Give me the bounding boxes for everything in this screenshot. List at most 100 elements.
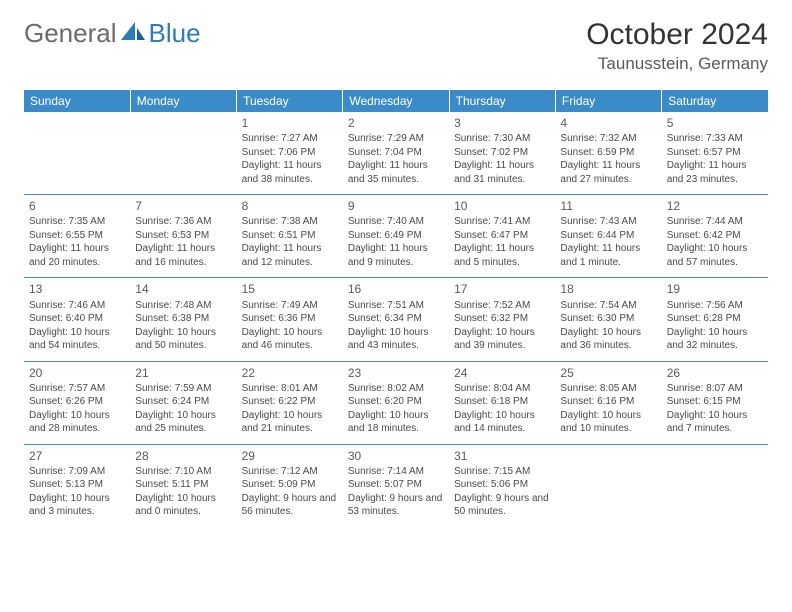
daylight-line: Daylight: 10 hours and 3 minutes. [29,492,125,519]
daylight-line: Daylight: 10 hours and 21 minutes. [242,409,338,436]
day-number: 13 [29,281,125,297]
sunrise-line: Sunrise: 8:02 AM [348,382,444,396]
day-number: 16 [348,281,444,297]
sunrise-line: Sunrise: 7:56 AM [667,299,763,313]
sunrise-line: Sunrise: 7:30 AM [454,132,550,146]
daylight-line: Daylight: 11 hours and 23 minutes. [667,159,763,186]
day-cell: 22Sunrise: 8:01 AMSunset: 6:22 PMDayligh… [237,361,343,444]
day-cell: 8Sunrise: 7:38 AMSunset: 6:51 PMDaylight… [237,195,343,278]
week-row: 1Sunrise: 7:27 AMSunset: 7:06 PMDaylight… [24,112,768,195]
daylight-line: Daylight: 10 hours and 18 minutes. [348,409,444,436]
sunrise-line: Sunrise: 7:10 AM [135,465,231,479]
daylight-line: Daylight: 10 hours and 10 minutes. [560,409,656,436]
day-cell: 25Sunrise: 8:05 AMSunset: 6:16 PMDayligh… [555,361,661,444]
daylight-line: Daylight: 10 hours and 25 minutes. [135,409,231,436]
day-cell: 12Sunrise: 7:44 AMSunset: 6:42 PMDayligh… [662,195,768,278]
day-cell: 9Sunrise: 7:40 AMSunset: 6:49 PMDaylight… [343,195,449,278]
sunset-line: Sunset: 7:04 PM [348,146,444,160]
day-cell: 20Sunrise: 7:57 AMSunset: 6:26 PMDayligh… [24,361,130,444]
empty-cell [130,112,236,195]
daylight-line: Daylight: 10 hours and 7 minutes. [667,409,763,436]
sunset-line: Sunset: 6:44 PM [560,229,656,243]
day-cell: 1Sunrise: 7:27 AMSunset: 7:06 PMDaylight… [237,112,343,195]
sunset-line: Sunset: 6:18 PM [454,395,550,409]
brand-sail-icon [121,20,147,47]
sunrise-line: Sunrise: 7:46 AM [29,299,125,313]
sunrise-line: Sunrise: 7:49 AM [242,299,338,313]
brand-logo: General Blue [24,18,201,49]
day-cell: 5Sunrise: 7:33 AMSunset: 6:57 PMDaylight… [662,112,768,195]
day-number: 10 [454,198,550,214]
calendar-body: 1Sunrise: 7:27 AMSunset: 7:06 PMDaylight… [24,112,768,527]
sunrise-line: Sunrise: 7:29 AM [348,132,444,146]
daylight-line: Daylight: 11 hours and 35 minutes. [348,159,444,186]
sunset-line: Sunset: 5:07 PM [348,478,444,492]
daylight-line: Daylight: 11 hours and 31 minutes. [454,159,550,186]
daylight-line: Daylight: 10 hours and 14 minutes. [454,409,550,436]
day-number: 4 [560,115,656,131]
day-cell: 21Sunrise: 7:59 AMSunset: 6:24 PMDayligh… [130,361,236,444]
daylight-line: Daylight: 11 hours and 38 minutes. [242,159,338,186]
daylight-line: Daylight: 11 hours and 12 minutes. [242,242,338,269]
sunrise-line: Sunrise: 7:48 AM [135,299,231,313]
empty-cell [555,444,661,527]
day-cell: 2Sunrise: 7:29 AMSunset: 7:04 PMDaylight… [343,112,449,195]
sunrise-line: Sunrise: 8:07 AM [667,382,763,396]
daylight-line: Daylight: 10 hours and 39 minutes. [454,326,550,353]
calendar-table: SundayMondayTuesdayWednesdayThursdayFrid… [24,90,768,527]
sunset-line: Sunset: 6:53 PM [135,229,231,243]
daylight-line: Daylight: 11 hours and 1 minute. [560,242,656,269]
day-cell: 26Sunrise: 8:07 AMSunset: 6:15 PMDayligh… [662,361,768,444]
sunset-line: Sunset: 6:59 PM [560,146,656,160]
day-number: 28 [135,448,231,464]
sunset-line: Sunset: 6:16 PM [560,395,656,409]
day-number: 17 [454,281,550,297]
sunrise-line: Sunrise: 7:14 AM [348,465,444,479]
day-number: 1 [242,115,338,131]
sunset-line: Sunset: 6:34 PM [348,312,444,326]
sunset-line: Sunset: 6:42 PM [667,229,763,243]
day-number: 8 [242,198,338,214]
title-block: October 2024 Taunusstein, Germany [586,18,768,74]
day-cell: 4Sunrise: 7:32 AMSunset: 6:59 PMDaylight… [555,112,661,195]
sunset-line: Sunset: 6:26 PM [29,395,125,409]
day-number: 21 [135,365,231,381]
day-number: 18 [560,281,656,297]
sunrise-line: Sunrise: 7:38 AM [242,215,338,229]
week-row: 20Sunrise: 7:57 AMSunset: 6:26 PMDayligh… [24,361,768,444]
day-header: Sunday [24,90,130,112]
day-number: 19 [667,281,763,297]
daylight-line: Daylight: 10 hours and 54 minutes. [29,326,125,353]
sunrise-line: Sunrise: 7:54 AM [560,299,656,313]
day-header: Thursday [449,90,555,112]
sunset-line: Sunset: 6:36 PM [242,312,338,326]
daylight-line: Daylight: 10 hours and 32 minutes. [667,326,763,353]
daylight-line: Daylight: 10 hours and 46 minutes. [242,326,338,353]
day-cell: 29Sunrise: 7:12 AMSunset: 5:09 PMDayligh… [237,444,343,527]
sunset-line: Sunset: 6:40 PM [29,312,125,326]
daylight-line: Daylight: 10 hours and 36 minutes. [560,326,656,353]
sunrise-line: Sunrise: 7:59 AM [135,382,231,396]
sunrise-line: Sunrise: 7:51 AM [348,299,444,313]
day-header-row: SundayMondayTuesdayWednesdayThursdayFrid… [24,90,768,112]
day-number: 25 [560,365,656,381]
day-cell: 30Sunrise: 7:14 AMSunset: 5:07 PMDayligh… [343,444,449,527]
sunset-line: Sunset: 6:24 PM [135,395,231,409]
day-header: Monday [130,90,236,112]
sunset-line: Sunset: 6:47 PM [454,229,550,243]
day-cell: 23Sunrise: 8:02 AMSunset: 6:20 PMDayligh… [343,361,449,444]
sunset-line: Sunset: 7:02 PM [454,146,550,160]
week-row: 13Sunrise: 7:46 AMSunset: 6:40 PMDayligh… [24,278,768,361]
day-number: 24 [454,365,550,381]
day-cell: 11Sunrise: 7:43 AMSunset: 6:44 PMDayligh… [555,195,661,278]
sunrise-line: Sunrise: 7:43 AM [560,215,656,229]
day-number: 15 [242,281,338,297]
day-cell: 18Sunrise: 7:54 AMSunset: 6:30 PMDayligh… [555,278,661,361]
sunrise-line: Sunrise: 7:15 AM [454,465,550,479]
day-cell: 3Sunrise: 7:30 AMSunset: 7:02 PMDaylight… [449,112,555,195]
sunset-line: Sunset: 6:51 PM [242,229,338,243]
day-number: 31 [454,448,550,464]
daylight-line: Daylight: 10 hours and 28 minutes. [29,409,125,436]
sunset-line: Sunset: 6:22 PM [242,395,338,409]
day-header: Saturday [662,90,768,112]
